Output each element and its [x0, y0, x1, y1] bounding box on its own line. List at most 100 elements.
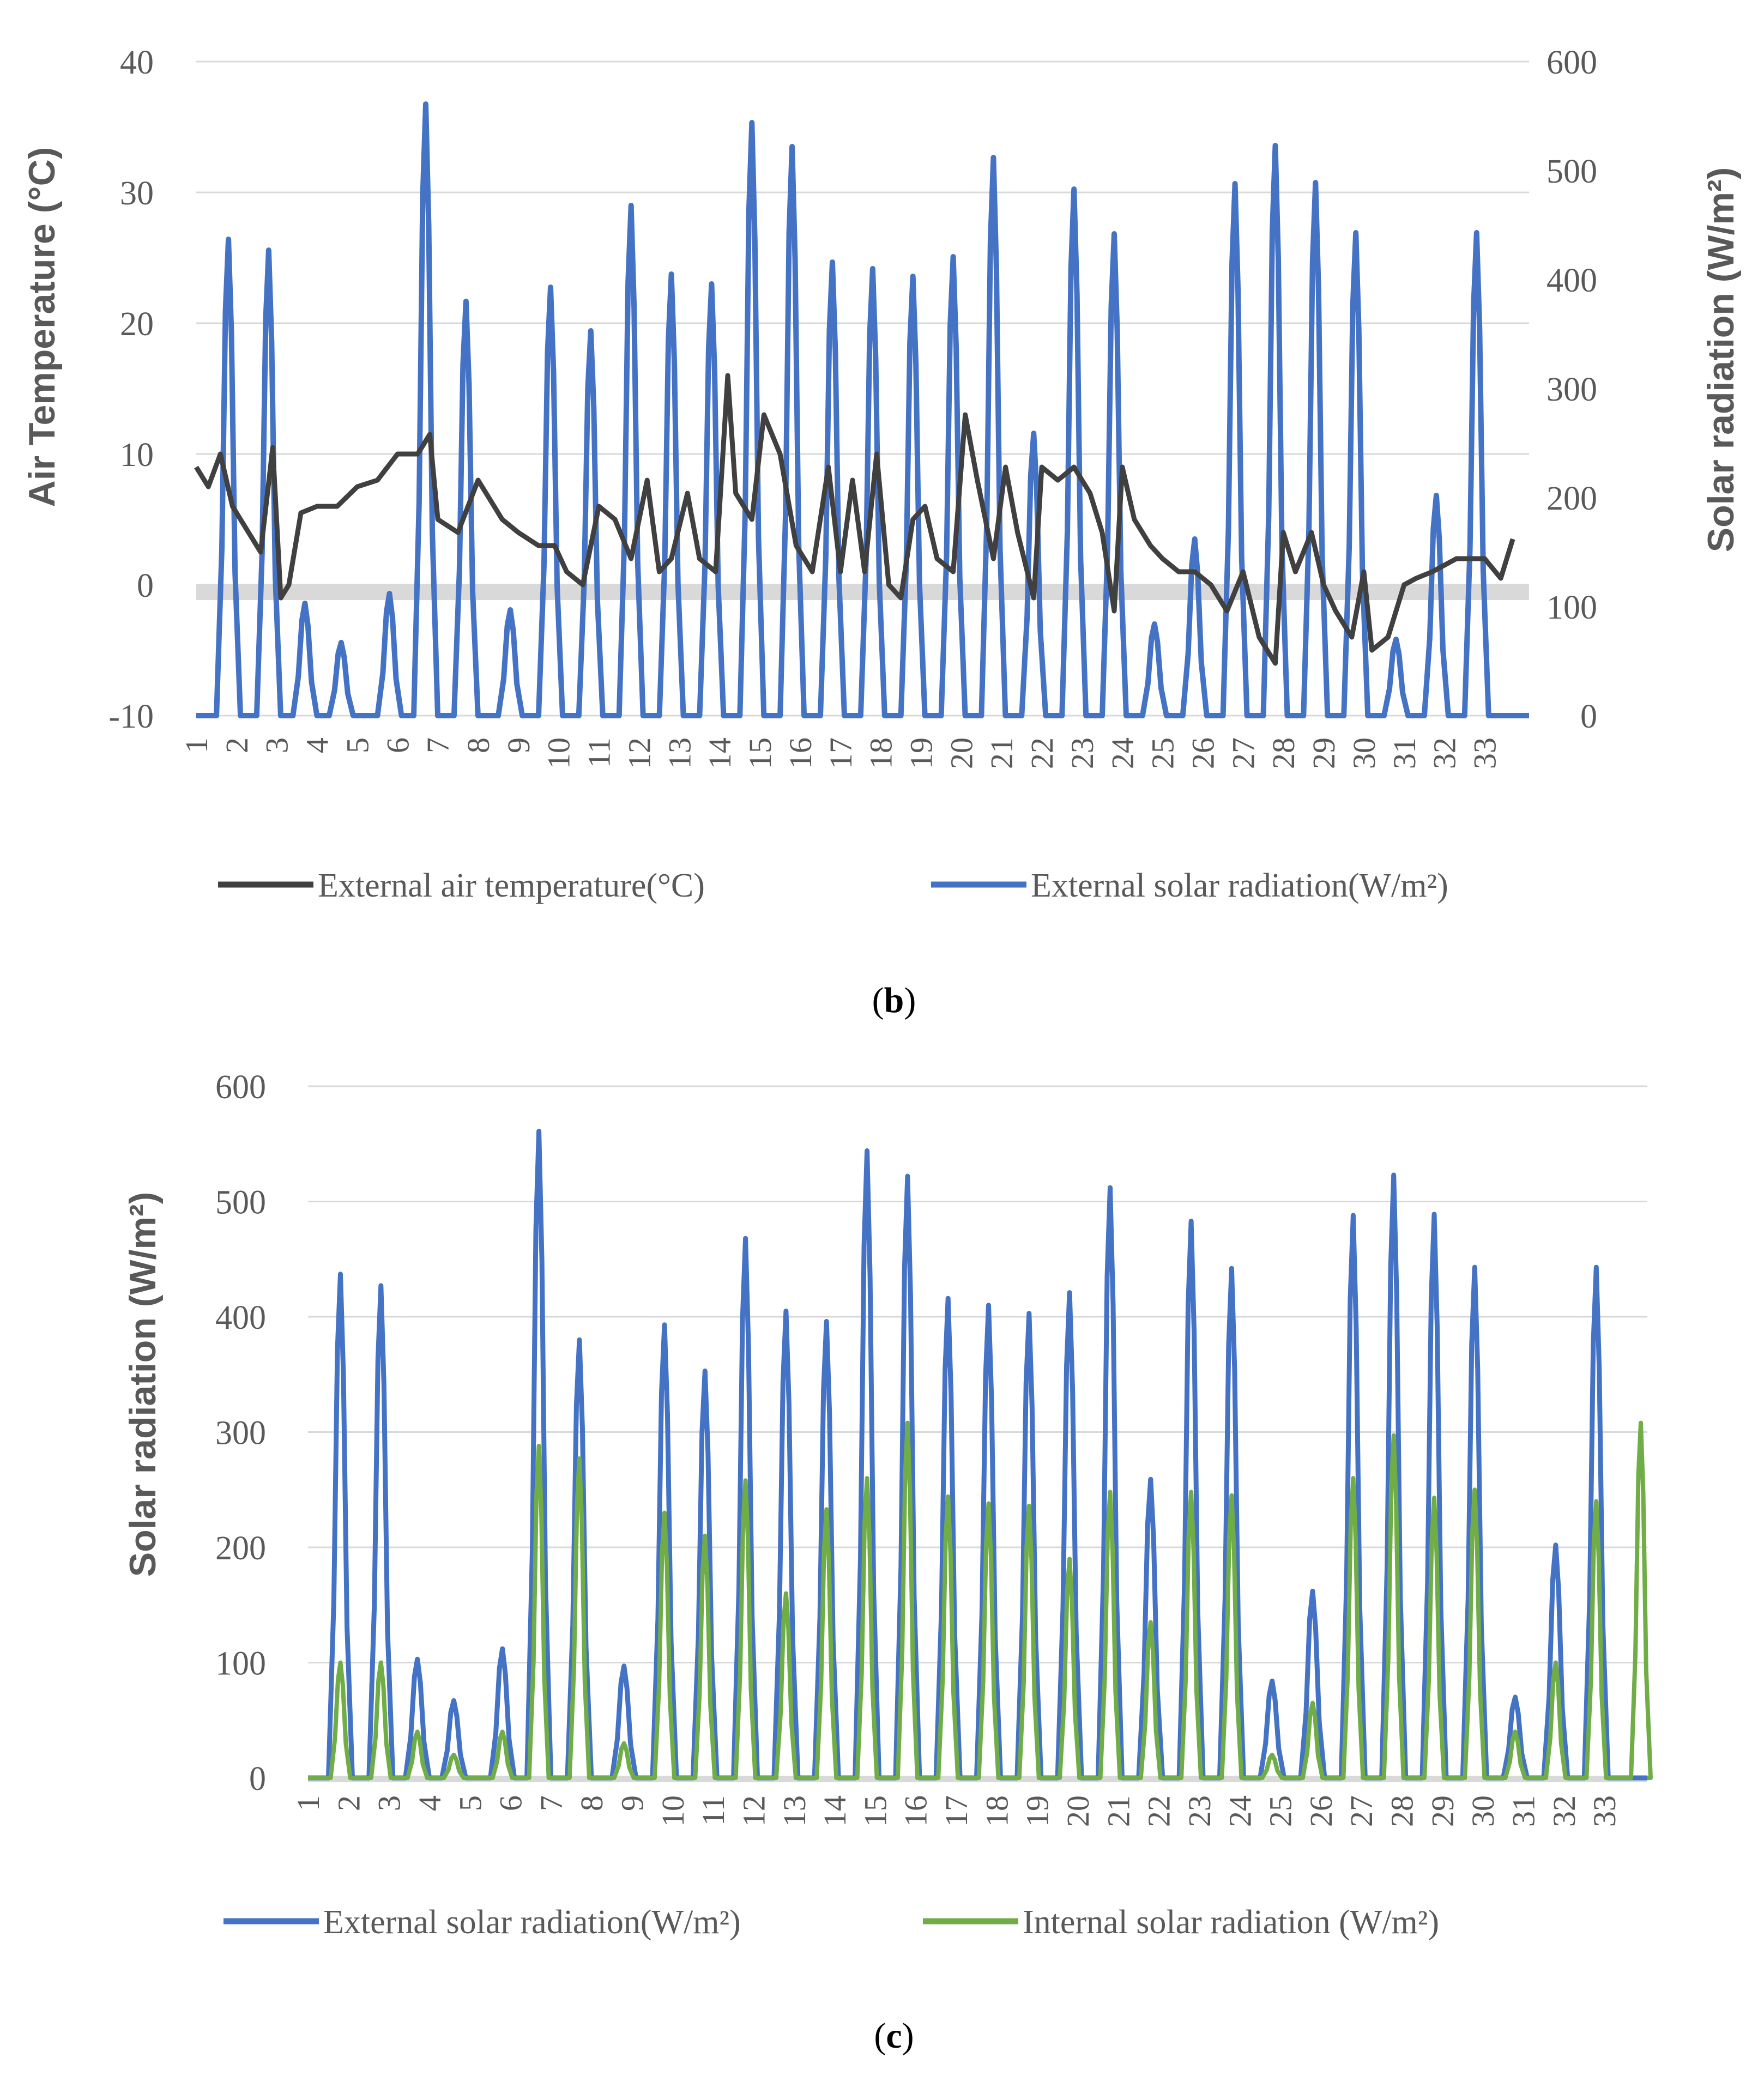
chart-b-x-tick-label: 20 — [944, 737, 979, 769]
chart-b-right-tick-label: 400 — [1546, 262, 1597, 299]
chart-c-x-tick-label: 20 — [1060, 1795, 1096, 1827]
chart-c-x-tick-label: 11 — [696, 1795, 731, 1826]
chart-b-right-tick-label: 500 — [1546, 153, 1597, 190]
chart-c-caption: (c) — [874, 2016, 914, 2056]
chart-b-x-tick-label: 29 — [1306, 737, 1342, 769]
chart-b-right-tick-label: 300 — [1546, 371, 1597, 408]
chart-c-x-tick-label: 15 — [857, 1795, 893, 1827]
chart-b-x-tick-label: 22 — [1024, 737, 1060, 769]
chart-b-x-tick-label: 23 — [1065, 737, 1100, 769]
chart-b-x-tick-label: 8 — [461, 737, 496, 753]
chart-b-x-tick-label: 13 — [662, 737, 697, 769]
chart-b-x-tick-label: 31 — [1387, 737, 1422, 769]
chart-c-x-tick-label: 29 — [1425, 1795, 1460, 1827]
chart-c-x-tick-label: 27 — [1344, 1795, 1379, 1827]
chart-c-x-tick-label: 7 — [534, 1795, 569, 1811]
chart-c-y-axis-ticks: 600 500 400 300 200 100 0 — [215, 1069, 266, 1798]
chart-c-y-tick-label: 300 — [215, 1415, 266, 1452]
chart-b-legend-temperature-label: External air temperature(°C) — [318, 867, 705, 904]
chart-c-x-tick-label: 23 — [1182, 1795, 1217, 1827]
chart-c-x-tick-label: 30 — [1465, 1795, 1501, 1827]
chart-c-y-tick-label: 0 — [249, 1760, 266, 1798]
chart-c-x-tick-label: 21 — [1101, 1795, 1136, 1827]
chart-c-x-tick-label: 6 — [493, 1795, 529, 1811]
chart-b-x-tick-label: 12 — [621, 737, 657, 769]
chart-b-x-tick-label: 16 — [783, 737, 818, 769]
chart-b-x-tick-label: 32 — [1427, 737, 1463, 769]
chart-b-right-tick-label: 0 — [1580, 698, 1597, 735]
chart-b-x-tick-label: 14 — [702, 737, 738, 769]
chart-c-x-tick-label: 1 — [291, 1795, 326, 1811]
chart-b-left-tick-label: 0 — [137, 567, 154, 604]
chart-c-x-axis-ticks: 1 2 3 4 5 6 7 8 9 10 11 12 13 14 15 16 17 18 19 20 21 22 23 24 2… — [291, 1795, 1622, 1827]
chart-b-x-tick-label: 26 — [1186, 737, 1221, 769]
chart-c-legend-external-label: External solar radiation(W/m²) — [323, 1904, 741, 1941]
chart-b-x-tick-label: 30 — [1346, 737, 1382, 769]
chart-c-x-tick-label: 9 — [615, 1795, 650, 1811]
chart-c-series — [308, 1129, 1653, 1781]
chart-c-x-tick-label: 16 — [898, 1795, 934, 1827]
chart-c-x-tick-label: 18 — [979, 1795, 1014, 1827]
chart-b-left-tick-label: 30 — [120, 175, 154, 212]
chart-b-x-tick-label: 18 — [863, 737, 899, 769]
chart-b-x-tick-label: 5 — [340, 737, 375, 753]
chart-c-x-tick-label: 25 — [1263, 1795, 1298, 1827]
chart-b-x-tick-label: 15 — [742, 737, 778, 769]
chart-b-right-axis-title: Solar radiation (W/m²) — [1700, 167, 1742, 552]
chart-b-x-tick-label: 10 — [541, 737, 577, 769]
chart-c-x-tick-label: 8 — [574, 1795, 609, 1811]
chart-b-x-tick-label: 27 — [1225, 737, 1261, 769]
chart-c-x-tick-label: 12 — [736, 1795, 771, 1827]
chart-c-y-axis-title: Solar radiation (W/m²) — [122, 1192, 164, 1577]
chart-c-x-tick-label: 19 — [1020, 1795, 1055, 1827]
chart-b-temperature-line — [194, 373, 1515, 666]
chart-b-left-tick-label: -10 — [108, 698, 154, 735]
chart-b-right-tick-label: 600 — [1546, 44, 1597, 81]
chart-b-x-tick-label: 7 — [420, 737, 456, 753]
chart-b-x-tick-label: 3 — [259, 737, 295, 753]
chart-c-y-tick-label: 400 — [215, 1299, 266, 1336]
chart-c-x-tick-label: 14 — [817, 1795, 853, 1827]
chart-b-right-axis-ticks: 600 500 400 300 200 100 0 — [1546, 44, 1597, 735]
chart-c-x-tick-label: 24 — [1222, 1795, 1258, 1827]
chart-b-left-tick-label: 10 — [120, 437, 154, 474]
chart-c-x-tick-label: 4 — [412, 1795, 448, 1811]
chart-c-x-tick-label: 17 — [939, 1795, 974, 1827]
chart-b-x-tick-label: 24 — [1105, 737, 1140, 769]
chart-b-caption: (b) — [872, 981, 916, 1020]
chart-c-x-tick-label: 13 — [777, 1795, 812, 1827]
chart-b-right-tick-label: 100 — [1546, 589, 1597, 626]
chart-b-x-axis-ticks: 1 2 3 4 5 6 7 8 9 10 11 12 13 14 15 16 17 18 19 20 21 22 23 24 2… — [179, 737, 1503, 769]
chart-b-x-tick-label: 17 — [823, 737, 859, 769]
chart-b-series — [194, 101, 1529, 718]
chart-b-external-solar-line — [196, 101, 1529, 718]
chart-c-external-solar-line — [308, 1129, 1647, 1781]
chart-b-x-tick-label: 25 — [1145, 737, 1181, 769]
chart-b-left-axis-ticks: 40 30 20 10 0 -10 — [108, 44, 154, 735]
chart-b-left-tick-label: 20 — [120, 306, 154, 343]
chart-b-x-tick-label: 2 — [219, 737, 255, 753]
chart-b-x-tick-label: 11 — [582, 737, 617, 768]
chart-c-x-tick-label: 5 — [452, 1795, 488, 1811]
chart-c-x-tick-label: 22 — [1141, 1795, 1177, 1827]
chart-c-y-tick-label: 600 — [215, 1069, 266, 1106]
chart-b-left-tick-label: 40 — [120, 44, 154, 81]
chart-c-y-tick-label: 500 — [215, 1184, 266, 1221]
chart-b-x-tick-label: 21 — [984, 737, 1019, 769]
chart-b-x-tick-label: 6 — [380, 737, 415, 753]
chart-c-legend: External solar radiation(W/m²) Internal … — [223, 1904, 1439, 1941]
chart-b-legend: External air temperature(°C) External so… — [218, 867, 1448, 904]
chart-b-left-axis-title: Air Temperature (°C) — [21, 147, 63, 507]
chart-c-x-tick-label: 32 — [1546, 1795, 1582, 1827]
chart-c-x-tick-label: 2 — [331, 1795, 366, 1811]
chart-b-legend-external-label: External solar radiation(W/m²) — [1031, 867, 1448, 904]
chart-b-x-tick-label: 4 — [300, 737, 335, 753]
chart-c-x-tick-label: 3 — [372, 1795, 407, 1811]
chart-b-x-tick-label: 28 — [1266, 737, 1301, 769]
chart-c-y-tick-label: 100 — [215, 1645, 266, 1682]
chart-c-x-tick-label: 28 — [1385, 1795, 1420, 1827]
chart-c-internal-solar-line — [308, 1420, 1653, 1780]
